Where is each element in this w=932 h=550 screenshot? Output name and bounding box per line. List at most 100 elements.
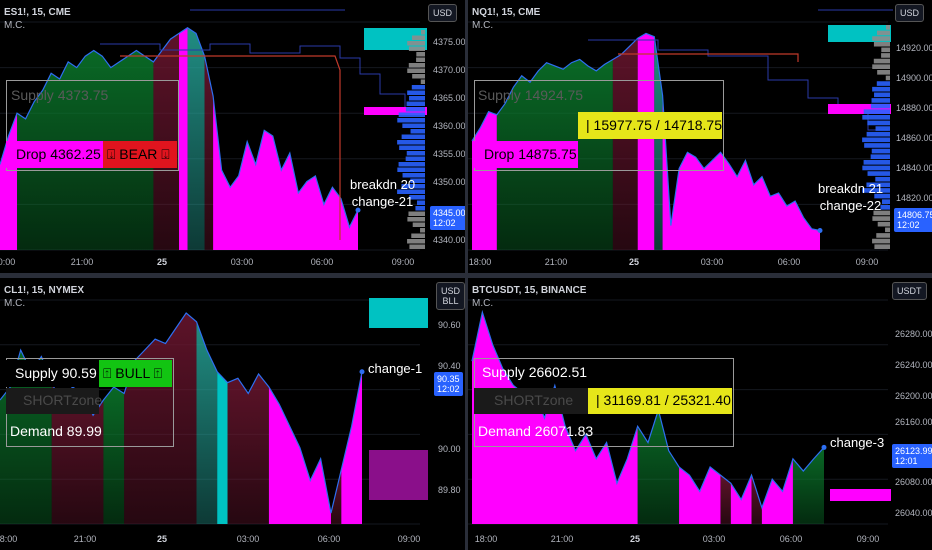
volume-profile-bar [415,206,425,211]
volume-profile-bar [874,244,890,249]
y-tick: 89.80 [438,485,461,495]
volume-profile-bar [885,227,890,233]
symbol-title[interactable]: ES1!, 15, CME [4,7,71,18]
volume-profile-bar [421,30,425,35]
y-tick: 4375.00 [433,37,465,47]
symbol-header[interactable]: BTCUSDT, 15, BINANCE M.C. [472,284,586,310]
y-tick: 4340.00 [433,235,465,245]
x-tick: 18:00 [0,534,18,544]
last-point [821,444,827,450]
bar-countdown: 12:02 [433,218,456,228]
x-tick: 09:00 [391,257,415,267]
zone-cyan [369,298,428,328]
indicator-name[interactable]: M.C. [4,298,26,309]
volume-profile-bar [874,193,890,199]
volume-profile-bar [420,228,425,233]
x-tick: 03:00 [700,257,724,267]
y-tick: 26280.00 [895,329,932,339]
y-tick: 14880.00 [896,103,932,113]
currency-button[interactable]: USD BLL [436,282,465,310]
volume-profile-bar [872,36,890,41]
zone-magenta [364,107,427,115]
indicator-name[interactable]: M.C. [4,20,26,31]
indicator-name[interactable]: M.C. [472,20,494,31]
area-band-magenta [341,371,362,524]
volume-profile-bar [402,123,425,128]
area-band-green [103,386,125,524]
volume-profile-bar [405,107,425,112]
volume-profile-bar [871,98,890,103]
annotation-line-1: breakdn 21 [818,181,884,196]
supply-box [6,80,179,171]
chart-pane-cl[interactable]: CL1!, 15, NYMEX M.C. USD BLL Supply 90.5… [0,278,465,550]
supply-box [474,80,724,171]
annotation-line-1: change-1 [368,361,423,376]
x-tick: 03:00 [230,257,254,267]
volume-profile-bar [866,182,890,188]
chart-pane-es[interactable]: ES1!, 15, CME M.C. USD Supply 4373.75 Dr… [0,0,465,273]
x-tick: 09:00 [856,534,880,544]
change-annotation: breakdn 20 change-21 [350,176,415,210]
volume-profile-bar [874,92,890,98]
area-band-teal [654,36,663,251]
symbol-title[interactable]: CL1!, 15, NYMEX [4,285,85,296]
chart-pane-btc[interactable]: BTCUSDT, 15, BINANCE M.C. USDT Supply 26… [468,278,932,550]
currency-button[interactable]: USD [428,4,458,22]
currency-button[interactable]: USD [895,4,925,22]
volume-profile-bar [405,156,425,161]
symbol-title[interactable]: BTCUSDT, 15, BINANCE [472,285,587,296]
change-annotation: breakdn 21 change-22 [818,180,883,214]
volume-profile-bar [411,85,425,90]
last-price: 90.35 [437,374,460,384]
volume-profile-bar [412,222,425,227]
volume-profile-bar [863,109,890,114]
drop-label: Drop 14875.75 [474,141,578,168]
symbol-title[interactable]: NQ1!, 15, CME [472,7,541,18]
volume-profile-bar [872,238,890,244]
pane-divider-horizontal[interactable] [0,273,932,278]
volume-profile-bar [398,112,425,117]
symbol-header[interactable]: NQ1!, 15, CME M.C. [472,6,540,32]
volume-profile-bar [875,176,890,182]
volume-profile-bar [416,52,425,57]
area-band-teal [196,321,218,524]
volume-profile-bar [411,233,425,238]
volume-profile-bar [877,221,890,227]
volume-profile-bar [402,173,425,178]
volume-profile-bar [411,35,425,40]
x-tick: 06:00 [310,257,334,267]
volume-profile-bar [862,165,890,171]
volume-profile-bar [871,148,890,154]
symbol-header[interactable]: ES1!, 15, CME M.C. [4,6,71,32]
y-tick: 4365.00 [433,93,465,103]
y-tick: 26240.00 [895,360,932,370]
area-band-maroon [204,56,214,251]
annotation-line-1: breakdn 20 [350,177,416,192]
indicator-name[interactable]: M.C. [472,298,494,309]
volume-profile-bar [880,205,890,210]
chart-canvas[interactable] [468,278,932,550]
volume-profile-bar [416,57,425,62]
y-tick: 90.00 [438,444,461,454]
x-tick: 25 [629,534,641,544]
x-tick: 25 [156,534,168,544]
volume-profile-bar [406,101,425,106]
volume-profile-bar [872,86,890,92]
symbol-header[interactable]: CL1!, 15, NYMEX M.C. [4,284,84,310]
chart-canvas[interactable] [0,0,465,273]
volume-profile-bar [407,217,425,222]
area-band-magenta [679,466,721,524]
volume-profile-bar [872,216,890,221]
y-tick: 4370.00 [433,65,465,75]
y-tick: 90.40 [438,361,461,371]
y-tick: 26080.00 [895,477,932,487]
area-band-magenta [637,33,655,251]
area-band-magenta [268,386,331,524]
area-band-green [792,447,824,524]
volume-profile-bar [872,64,890,69]
y-tick: 14900.00 [896,73,932,83]
volume-profile-bar [862,115,890,120]
currency-button[interactable]: USDT [892,282,927,300]
volume-profile-bar [876,81,890,86]
chart-pane-nq[interactable]: NQ1!, 15, CME M.C. USD Supply 14924.75 |… [468,0,932,273]
